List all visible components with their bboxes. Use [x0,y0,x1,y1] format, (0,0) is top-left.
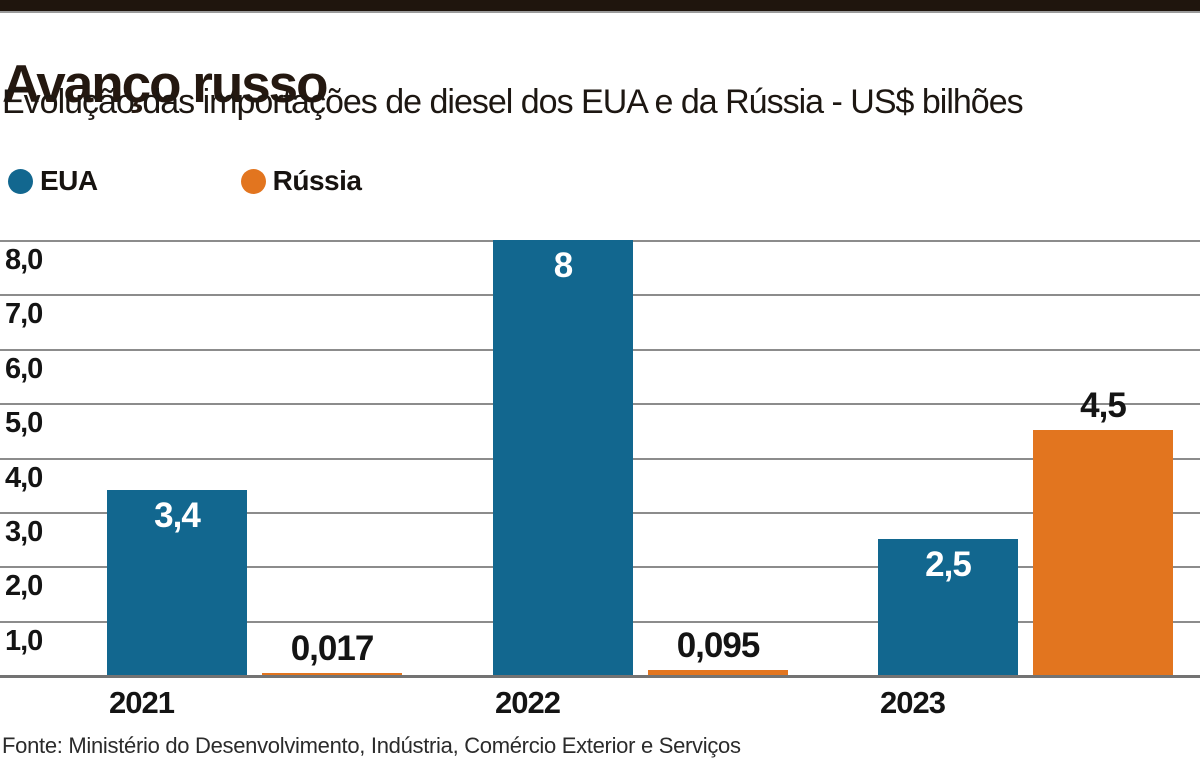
y-tick-label: 2,0 [5,570,43,602]
bar-russia-2021 [262,673,402,675]
bar-russia-2022 [648,670,788,675]
chart-title: Avanço russo [2,54,329,114]
source-note: Fonte: Ministério do Desenvolvimento, In… [2,733,741,758]
bar-eua-2023 [878,539,1018,675]
bar-value-label: 8 [553,246,573,285]
chart-subtitle: Evolução das importações de diesel dos E… [2,83,1024,121]
y-tick-label: 6,0 [5,353,43,385]
legend-label: Rússia [272,165,362,196]
bar-value-label: 2,5 [925,545,972,584]
bar-value-label: 0,017 [290,629,375,668]
top-accent-bar [0,0,1200,13]
y-tick-label: 8,0 [5,244,43,276]
legend-dot-icon [8,168,33,194]
y-tick-label: 5,0 [5,407,43,439]
y-tick-label: 3,0 [5,516,43,548]
x-axis-line [0,675,1200,678]
legend-item-russia: Rússia [240,165,362,197]
bar-value-label: 4,5 [1080,386,1127,425]
y-tick-label: 4,0 [5,462,43,494]
y-tick-label: 7,0 [5,298,43,330]
legend-dot-icon [240,168,266,194]
bar-eua-2022 [493,240,633,675]
bar-value-label: 0,095 [676,626,761,665]
legend: EUA Rússia [8,165,421,197]
legend-item-eua: EUA [8,165,98,197]
y-tick-label: 1,0 [5,625,43,657]
bar-russia-2023 [1033,430,1173,675]
bar-value-label: 3,4 [154,496,201,535]
x-tick-label-2023: 2023 [880,685,946,720]
x-tick-label-2022: 2022 [495,685,561,720]
bar-eua-2021 [107,490,247,675]
legend-label: EUA [40,165,98,196]
x-tick-label-2021: 2021 [109,685,175,720]
